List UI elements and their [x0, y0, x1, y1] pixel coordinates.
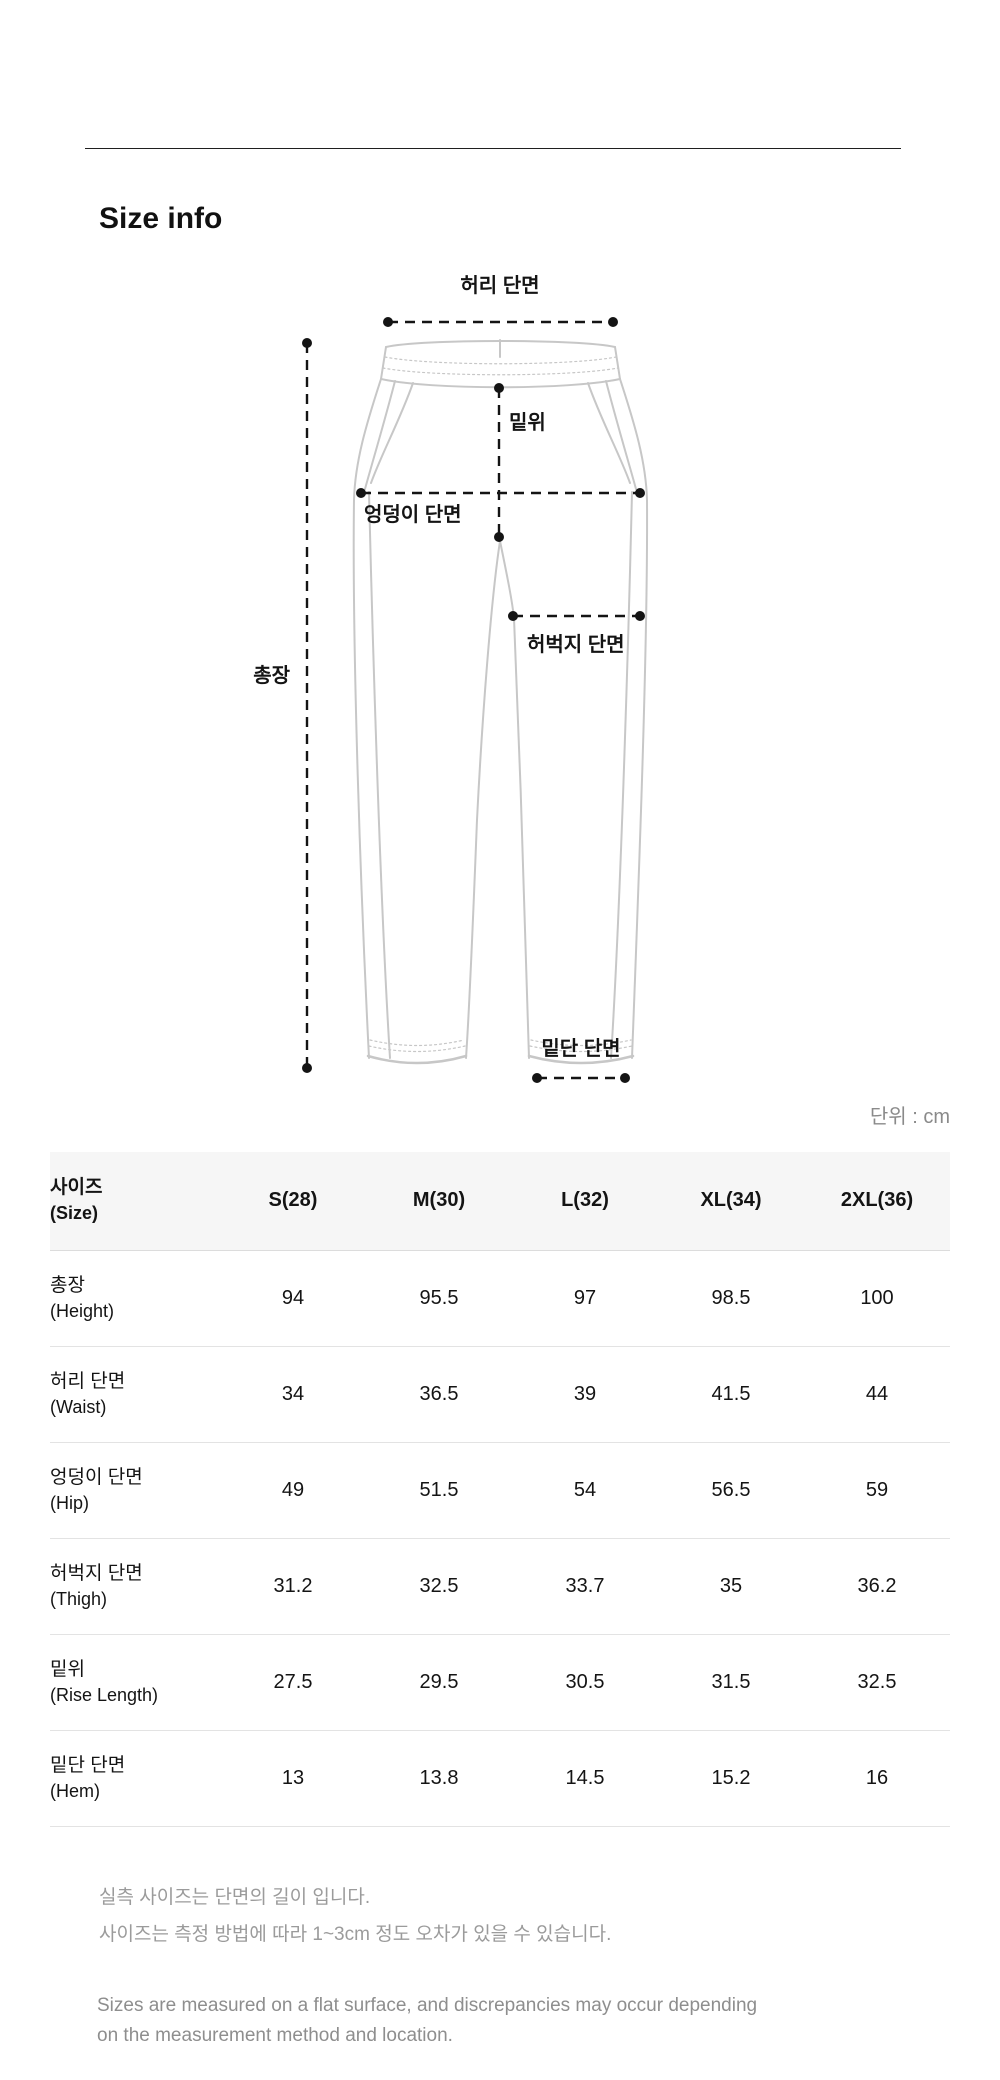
- table-row-height: 총장 (Height) 94 95.5 97 98.5 100: [50, 1250, 950, 1347]
- thigh-label: 허벅지 단면: [527, 633, 625, 656]
- waist-label: 허리 단면: [460, 274, 539, 297]
- size-value-cell: 49: [220, 1442, 366, 1539]
- size-value-cell: 51.5: [366, 1442, 512, 1539]
- size-value-cell: 13: [220, 1730, 366, 1827]
- table-row-rise: 밑위 (Rise Length) 27.5 29.5 30.5 31.5 32.…: [50, 1634, 950, 1731]
- note-line: on the measurement method and location.: [97, 2025, 453, 2046]
- note-line: Sizes are measured on a flat surface, an…: [97, 1995, 758, 2016]
- size-value-cell: 33.7: [512, 1538, 658, 1635]
- row-label: 밑위 (Rise Length): [50, 1634, 220, 1731]
- measurement-note-english: Sizes are measured on a flat surface, an…: [97, 1991, 757, 2051]
- header-col-m: M(30): [366, 1152, 512, 1251]
- size-value-cell: 16: [804, 1730, 950, 1827]
- size-value-cell: 29.5: [366, 1634, 512, 1731]
- size-table: 사이즈 (Size) S(28) M(30) L(32) XL(34) 2XL(…: [50, 1152, 950, 1827]
- size-value-cell: 31.5: [658, 1634, 804, 1731]
- table-row-hip: 엉덩이 단면 (Hip) 49 51.5 54 56.5 59: [50, 1442, 950, 1539]
- size-value-cell: 32.5: [366, 1538, 512, 1635]
- unit-label: 단위 : cm: [869, 1106, 950, 1128]
- size-value-cell: 56.5: [658, 1442, 804, 1539]
- size-value-cell: 15.2: [658, 1730, 804, 1827]
- row-label: 총장 (Height): [50, 1250, 220, 1347]
- pants-outline: [352, 339, 649, 1065]
- note-line: 사이즈는 측정 방법에 따라 1~3cm 정도 오차가 있을 수 있습니다.: [99, 1924, 612, 1945]
- table-row-waist: 허리 단면 (Waist) 34 36.5 39 41.5 44: [50, 1346, 950, 1443]
- row-label: 밑단 단면 (Hem): [50, 1730, 220, 1827]
- header-size-label: 사이즈 (Size): [50, 1152, 220, 1251]
- size-value-cell: 54: [512, 1442, 658, 1539]
- hip-label: 엉덩이 단면: [364, 503, 462, 526]
- size-value-cell: 13.8: [366, 1730, 512, 1827]
- row-label: 허벅지 단면 (Thigh): [50, 1538, 220, 1635]
- size-value-cell: 14.5: [512, 1730, 658, 1827]
- measurement-endpoints: [302, 317, 645, 1083]
- size-value-cell: 100: [804, 1250, 950, 1347]
- header-col-2xl: 2XL(36): [804, 1152, 950, 1251]
- rise-label: 밑위: [509, 411, 546, 434]
- size-value-cell: 30.5: [512, 1634, 658, 1731]
- size-value-cell: 32.5: [804, 1634, 950, 1731]
- header-col-s: S(28): [220, 1152, 366, 1251]
- table-row-hem: 밑단 단면 (Hem) 13 13.8 14.5 15.2 16: [50, 1730, 950, 1827]
- size-value-cell: 31.2: [220, 1538, 366, 1635]
- hem-label: 밑단 단면: [541, 1037, 620, 1060]
- header-col-l: L(32): [512, 1152, 658, 1251]
- page-title: Size info: [99, 202, 223, 235]
- table-row-thigh: 허벅지 단면 (Thigh) 31.2 32.5 33.7 35 36.2: [50, 1538, 950, 1635]
- size-value-cell: 44: [804, 1346, 950, 1443]
- pants-measurement-diagram: 허리 단면 총장 밑위 엉덩이 단면 허벅지 단면 밑단 단면: [253, 274, 649, 1083]
- size-value-cell: 27.5: [220, 1634, 366, 1731]
- measurement-note-korean: 실측 사이즈는 단면의 길이 입니다. 사이즈는 측정 방법에 따라 1~3cm…: [99, 1879, 611, 1953]
- length-label: 총장: [253, 664, 290, 687]
- row-label: 허리 단면 (Waist): [50, 1346, 220, 1443]
- measurement-lines: [305, 320, 640, 1080]
- row-label: 엉덩이 단면 (Hip): [50, 1442, 220, 1539]
- size-value-cell: 36.5: [366, 1346, 512, 1443]
- size-value-cell: 34: [220, 1346, 366, 1443]
- size-value-cell: 35: [658, 1538, 804, 1635]
- note-line: 실측 사이즈는 단면의 길이 입니다.: [99, 1887, 371, 1908]
- size-value-cell: 97: [512, 1250, 658, 1347]
- size-value-cell: 39: [512, 1346, 658, 1443]
- section-divider: [85, 148, 901, 149]
- size-value-cell: 36.2: [804, 1538, 950, 1635]
- table-header-row: 사이즈 (Size) S(28) M(30) L(32) XL(34) 2XL(…: [50, 1152, 950, 1251]
- size-value-cell: 59: [804, 1442, 950, 1539]
- header-col-xl: XL(34): [658, 1152, 804, 1251]
- size-value-cell: 95.5: [366, 1250, 512, 1347]
- size-value-cell: 98.5: [658, 1250, 804, 1347]
- size-value-cell: 41.5: [658, 1346, 804, 1443]
- size-value-cell: 94: [220, 1250, 366, 1347]
